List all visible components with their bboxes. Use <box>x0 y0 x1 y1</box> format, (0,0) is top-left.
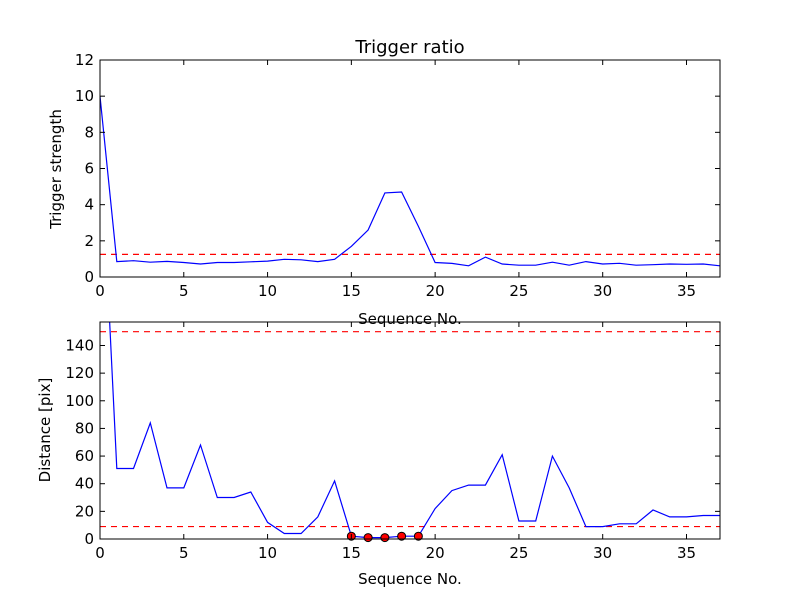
trigger-ratio-panel: Trigger ratio 0 5 10 15 20 25 30 35 0 2 4 6 8 10 12 Se… <box>47 37 721 328</box>
x-tick-label: 35 <box>677 282 696 300</box>
x-tick-label: 5 <box>179 544 189 562</box>
x-tick-label: 10 <box>258 544 277 562</box>
distance-panel: 0 5 10 15 20 25 30 35 0 20 40 60 80 100 120 140 Sequenc… <box>36 321 721 588</box>
series-line <box>109 322 720 539</box>
x-tick-label: 5 <box>179 282 189 300</box>
x-tick-label: 0 <box>95 282 105 300</box>
x-tick-label: 20 <box>426 282 445 300</box>
y-tick-label: 80 <box>75 419 94 437</box>
x-axis-label: Sequence No. <box>358 310 462 328</box>
plot-content <box>100 322 720 539</box>
y-tick-label: 20 <box>75 502 94 520</box>
x-tick-label: 10 <box>258 282 277 300</box>
y-tick-label: 6 <box>84 160 94 178</box>
y-tick-label: 4 <box>84 196 94 214</box>
y-tick-label: 40 <box>75 475 94 493</box>
y-axis-label: Trigger strength <box>47 109 65 230</box>
data-point <box>380 533 390 543</box>
trigger-ratio-plot-area: 0 5 10 15 20 25 30 35 0 2 4 6 8 10 12 <box>75 51 721 300</box>
x-tick-label: 25 <box>509 282 528 300</box>
x-tick-label: 0 <box>95 544 105 562</box>
y-tick-label: 10 <box>75 87 94 105</box>
y-tick-label: 100 <box>65 392 94 410</box>
x-tick-label: 30 <box>593 282 612 300</box>
y-tick-label: 0 <box>84 268 94 286</box>
x-tick-label: 25 <box>509 544 528 562</box>
y-tick-label: 140 <box>65 336 94 354</box>
y-tick-label: 12 <box>75 51 94 69</box>
x-tick-label: 15 <box>342 282 361 300</box>
x-axis-label: Sequence No. <box>358 570 462 588</box>
data-point <box>363 533 373 543</box>
axes-frame <box>99 321 721 540</box>
axes-frame <box>99 59 721 278</box>
y-tick-label: 120 <box>65 364 94 382</box>
x-tick-label: 30 <box>593 544 612 562</box>
chart-title: Trigger ratio <box>354 37 464 58</box>
y-tick-label: 0 <box>84 530 94 548</box>
x-tick-label: 20 <box>426 544 445 562</box>
data-point <box>397 531 407 541</box>
y-tick-label: 8 <box>84 123 94 141</box>
y-axis-label: Distance [pix] <box>36 378 54 483</box>
x-tick-label: 35 <box>677 544 696 562</box>
data-point <box>413 531 423 541</box>
series-line <box>100 96 720 267</box>
y-tick-label: 2 <box>84 232 94 250</box>
distance-plot-area: 0 5 10 15 20 25 30 35 0 20 40 60 80 100 120 140 <box>65 321 721 562</box>
plot-content <box>100 96 720 267</box>
y-tick-label: 60 <box>75 447 94 465</box>
x-tick-label: 15 <box>342 544 361 562</box>
